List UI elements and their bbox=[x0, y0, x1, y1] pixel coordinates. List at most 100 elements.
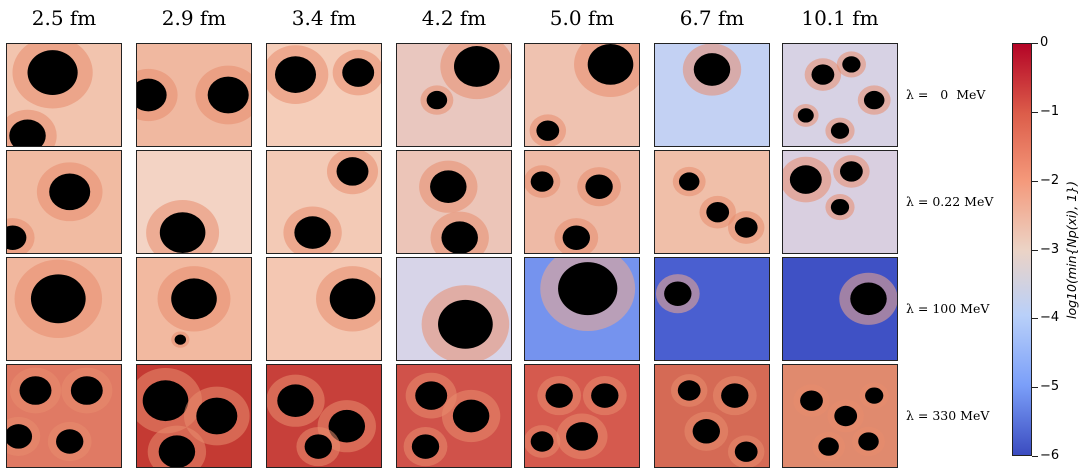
heatmap-panel-r2-c4 bbox=[396, 150, 512, 254]
column-title-7: 10.1 fm bbox=[801, 6, 879, 30]
saturated-region bbox=[545, 383, 573, 408]
saturated-region bbox=[800, 390, 823, 411]
saturated-region bbox=[158, 435, 196, 467]
heatmap-field bbox=[421, 285, 510, 360]
row-label-2: λ = 0.22 MeV bbox=[906, 194, 994, 209]
heatmap-field bbox=[403, 372, 501, 467]
heatmap-field bbox=[137, 65, 251, 125]
heatmap-field bbox=[839, 272, 897, 325]
saturated-region bbox=[56, 429, 84, 454]
saturated-region bbox=[840, 161, 863, 182]
saturated-region bbox=[27, 50, 78, 95]
column-title-2: 2.9 fm bbox=[161, 6, 227, 30]
saturated-region bbox=[336, 157, 369, 186]
heatmap-field bbox=[137, 368, 250, 467]
heatmap-panel-r3-c6 bbox=[654, 257, 770, 361]
saturated-region bbox=[438, 299, 493, 349]
heatmap-panel-r3-c4 bbox=[396, 257, 512, 361]
row-label-1: λ = 0 MeV bbox=[906, 87, 986, 102]
heatmap-panel-r3-c7 bbox=[782, 257, 898, 361]
saturated-region bbox=[328, 409, 366, 443]
saturated-region bbox=[441, 221, 478, 253]
heatmap-panel-r2-c1 bbox=[6, 150, 122, 254]
saturated-region bbox=[585, 174, 613, 199]
colorbar bbox=[1012, 43, 1032, 456]
heatmap-panel-r4-c5 bbox=[524, 364, 640, 468]
row-label-4: λ = 330 MeV bbox=[906, 408, 990, 423]
saturated-region bbox=[811, 64, 835, 85]
saturated-region bbox=[329, 278, 376, 320]
saturated-region bbox=[159, 212, 206, 253]
heatmap-field bbox=[146, 199, 220, 253]
saturated-region bbox=[863, 90, 885, 110]
heatmap-panel-r1-c4 bbox=[396, 43, 512, 147]
saturated-region bbox=[734, 441, 758, 462]
heatmap-field bbox=[783, 155, 870, 221]
saturated-region bbox=[830, 198, 850, 216]
column-title-3: 3.4 fm bbox=[291, 6, 357, 30]
saturated-region bbox=[30, 274, 86, 324]
saturated-region bbox=[797, 108, 814, 123]
heatmap-panel-r2-c3 bbox=[266, 150, 382, 254]
saturated-region bbox=[49, 173, 91, 211]
heatmap-field bbox=[267, 374, 376, 467]
column-title-4: 4.2 fm bbox=[421, 6, 487, 30]
heatmap-panel-r4-c6 bbox=[654, 364, 770, 468]
saturated-region bbox=[558, 262, 618, 316]
heatmap-panel-r2-c7 bbox=[782, 150, 898, 254]
heatmap-panel-r1-c6 bbox=[654, 43, 770, 147]
saturated-region bbox=[865, 387, 884, 404]
heatmap-panel-r4-c7 bbox=[782, 364, 898, 468]
heatmap-panel-r3-c1 bbox=[6, 257, 122, 361]
colorbar-tick bbox=[1032, 180, 1038, 182]
heatmap-panel-r1-c7 bbox=[782, 43, 898, 147]
heatmap-field bbox=[267, 45, 381, 104]
saturated-region bbox=[664, 281, 692, 306]
heatmap-field bbox=[793, 382, 889, 462]
saturated-region bbox=[277, 384, 314, 418]
colorbar-tick bbox=[1032, 318, 1038, 320]
heatmap-field bbox=[672, 166, 765, 244]
saturated-region bbox=[830, 122, 850, 139]
colorbar-tick bbox=[1032, 387, 1038, 389]
colorbar-tick-label: −6 bbox=[1040, 448, 1060, 463]
heatmap-field bbox=[157, 266, 231, 348]
row-label-3: λ = 100 MeV bbox=[906, 301, 990, 316]
heatmap-panel-r3-c3 bbox=[266, 257, 382, 361]
saturated-region bbox=[142, 380, 189, 422]
saturated-region bbox=[415, 381, 448, 410]
saturated-region bbox=[566, 422, 598, 451]
heatmap-panel-r4-c2 bbox=[136, 364, 252, 468]
saturated-region bbox=[692, 419, 720, 444]
heatmap-field bbox=[529, 44, 639, 146]
saturated-region bbox=[734, 217, 758, 238]
saturated-region bbox=[693, 53, 731, 86]
colorbar-tick bbox=[1032, 43, 1038, 44]
colorbar-tick-label: 0 bbox=[1040, 35, 1049, 50]
colorbar-tick-label: −5 bbox=[1040, 379, 1060, 395]
colorbar-tick-label: −4 bbox=[1040, 310, 1060, 326]
saturated-region bbox=[137, 78, 167, 112]
heatmap-panel-r4-c3 bbox=[266, 364, 382, 468]
colorbar-tick-label: −3 bbox=[1040, 241, 1060, 257]
saturated-region bbox=[706, 202, 730, 223]
column-title-5: 5.0 fm bbox=[549, 6, 615, 30]
heatmap-panel-r4-c1 bbox=[6, 364, 122, 468]
saturated-region bbox=[342, 58, 375, 87]
saturated-region bbox=[530, 431, 554, 452]
heatmap-panel-r2-c6 bbox=[654, 150, 770, 254]
saturated-region bbox=[207, 76, 249, 114]
saturated-region bbox=[454, 46, 500, 87]
saturated-region bbox=[721, 383, 749, 408]
colorbar-tick bbox=[1032, 111, 1038, 113]
heatmap-field bbox=[419, 160, 489, 253]
heatmap-panel-r1-c2 bbox=[136, 43, 252, 147]
heatmap-field bbox=[655, 274, 700, 314]
saturated-region bbox=[850, 282, 887, 316]
heatmap-field bbox=[420, 44, 511, 115]
heatmap-panel-r1-c3 bbox=[266, 43, 382, 147]
saturated-region bbox=[9, 119, 46, 146]
heatmap-field bbox=[283, 151, 379, 253]
saturated-region bbox=[789, 165, 822, 194]
colorbar-label: log10(min{Np(xi), 1}) bbox=[1064, 180, 1079, 320]
